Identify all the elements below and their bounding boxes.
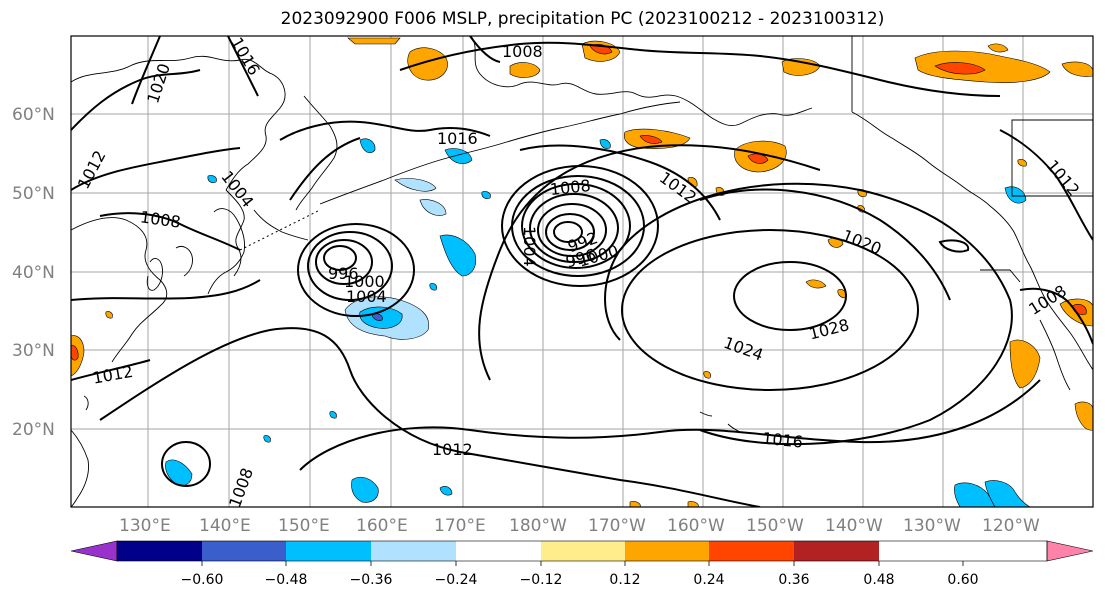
lat-label: 20°N: [12, 420, 55, 440]
isobar-label: 1008: [549, 176, 591, 199]
colorbar-tick-label: −0.24: [435, 572, 478, 588]
isobar-label: 1008: [502, 42, 543, 61]
colorbar-cell: [202, 541, 286, 561]
colorbar-tick-label: 0.12: [609, 572, 640, 588]
latitude-axis: 60°N 50°N 40°N 30°N 20°N: [12, 105, 55, 440]
lon-label: 140°W: [825, 516, 883, 536]
precip-positive: [71, 37, 1093, 507]
colorbar-tick-label: 0.24: [693, 572, 724, 588]
colorbar-cell: [794, 541, 879, 561]
lon-label: 130°W: [903, 516, 961, 536]
isobar-label: 1004: [520, 226, 539, 267]
colorbar-cell: [371, 541, 456, 561]
lon-label: 180°W: [509, 516, 567, 536]
colorbar-tick-label: 0.48: [863, 572, 894, 588]
lon-label: 160°E: [356, 516, 408, 536]
colorbar-extend-max: [1047, 541, 1093, 561]
colorbar-tick-label: 0.36: [778, 572, 809, 588]
lon-label: 150°E: [278, 516, 330, 536]
colorbar-cell: [541, 541, 625, 561]
lat-label: 30°N: [12, 341, 55, 361]
colorbar-tick-label: −0.60: [181, 572, 224, 588]
isobar-label: 1012: [432, 440, 473, 459]
lat-label: 60°N: [12, 105, 55, 125]
map-title: 2023092900 F006 MSLP, precipitation PC (…: [280, 9, 885, 29]
colorbar-tick-label: −0.12: [520, 572, 563, 588]
graticule: [71, 36, 1093, 507]
colorbar-cell: [625, 541, 709, 561]
colorbar: −0.60 −0.48 −0.36 −0.24 −0.12 0.12 0.24 0.36 0.4…: [70, 540, 1094, 588]
lon-label: 120°W: [982, 516, 1040, 536]
isobar-label: 1016: [761, 429, 803, 452]
lat-label: 50°N: [12, 184, 55, 204]
lon-label: 170°W: [588, 516, 646, 536]
colorbar-tick-label: −0.48: [265, 572, 308, 588]
lon-label: 130°E: [119, 516, 171, 536]
colorbar-tick-label: 0.60: [947, 572, 978, 588]
lat-label: 40°N: [12, 263, 55, 283]
isobar-label: 1004: [346, 287, 387, 306]
longitude-axis: 130°E 140°E 150°E 160°E 170°E 180°W 170°…: [119, 516, 1040, 536]
lon-label: 160°W: [667, 516, 725, 536]
colorbar-cell: [286, 541, 371, 561]
coastlines: [71, 36, 1093, 507]
isobar-label: 1016: [437, 129, 478, 148]
isobars: [71, 36, 1093, 507]
lon-label: 150°W: [746, 516, 804, 536]
lon-label: 140°E: [199, 516, 251, 536]
map-frame: [70, 35, 1094, 508]
colorbar-tick-label: −0.36: [350, 572, 393, 588]
colorbar-cell: [456, 541, 541, 561]
colorbar-cell: [117, 541, 202, 561]
isobar-label: 1000: [344, 272, 385, 291]
colorbar-extend-min: [71, 541, 117, 561]
isobar-label: 996: [328, 264, 359, 283]
colorbar-cell: [709, 541, 794, 561]
precip-negative: [165, 138, 1031, 507]
lon-label: 170°E: [434, 516, 486, 536]
